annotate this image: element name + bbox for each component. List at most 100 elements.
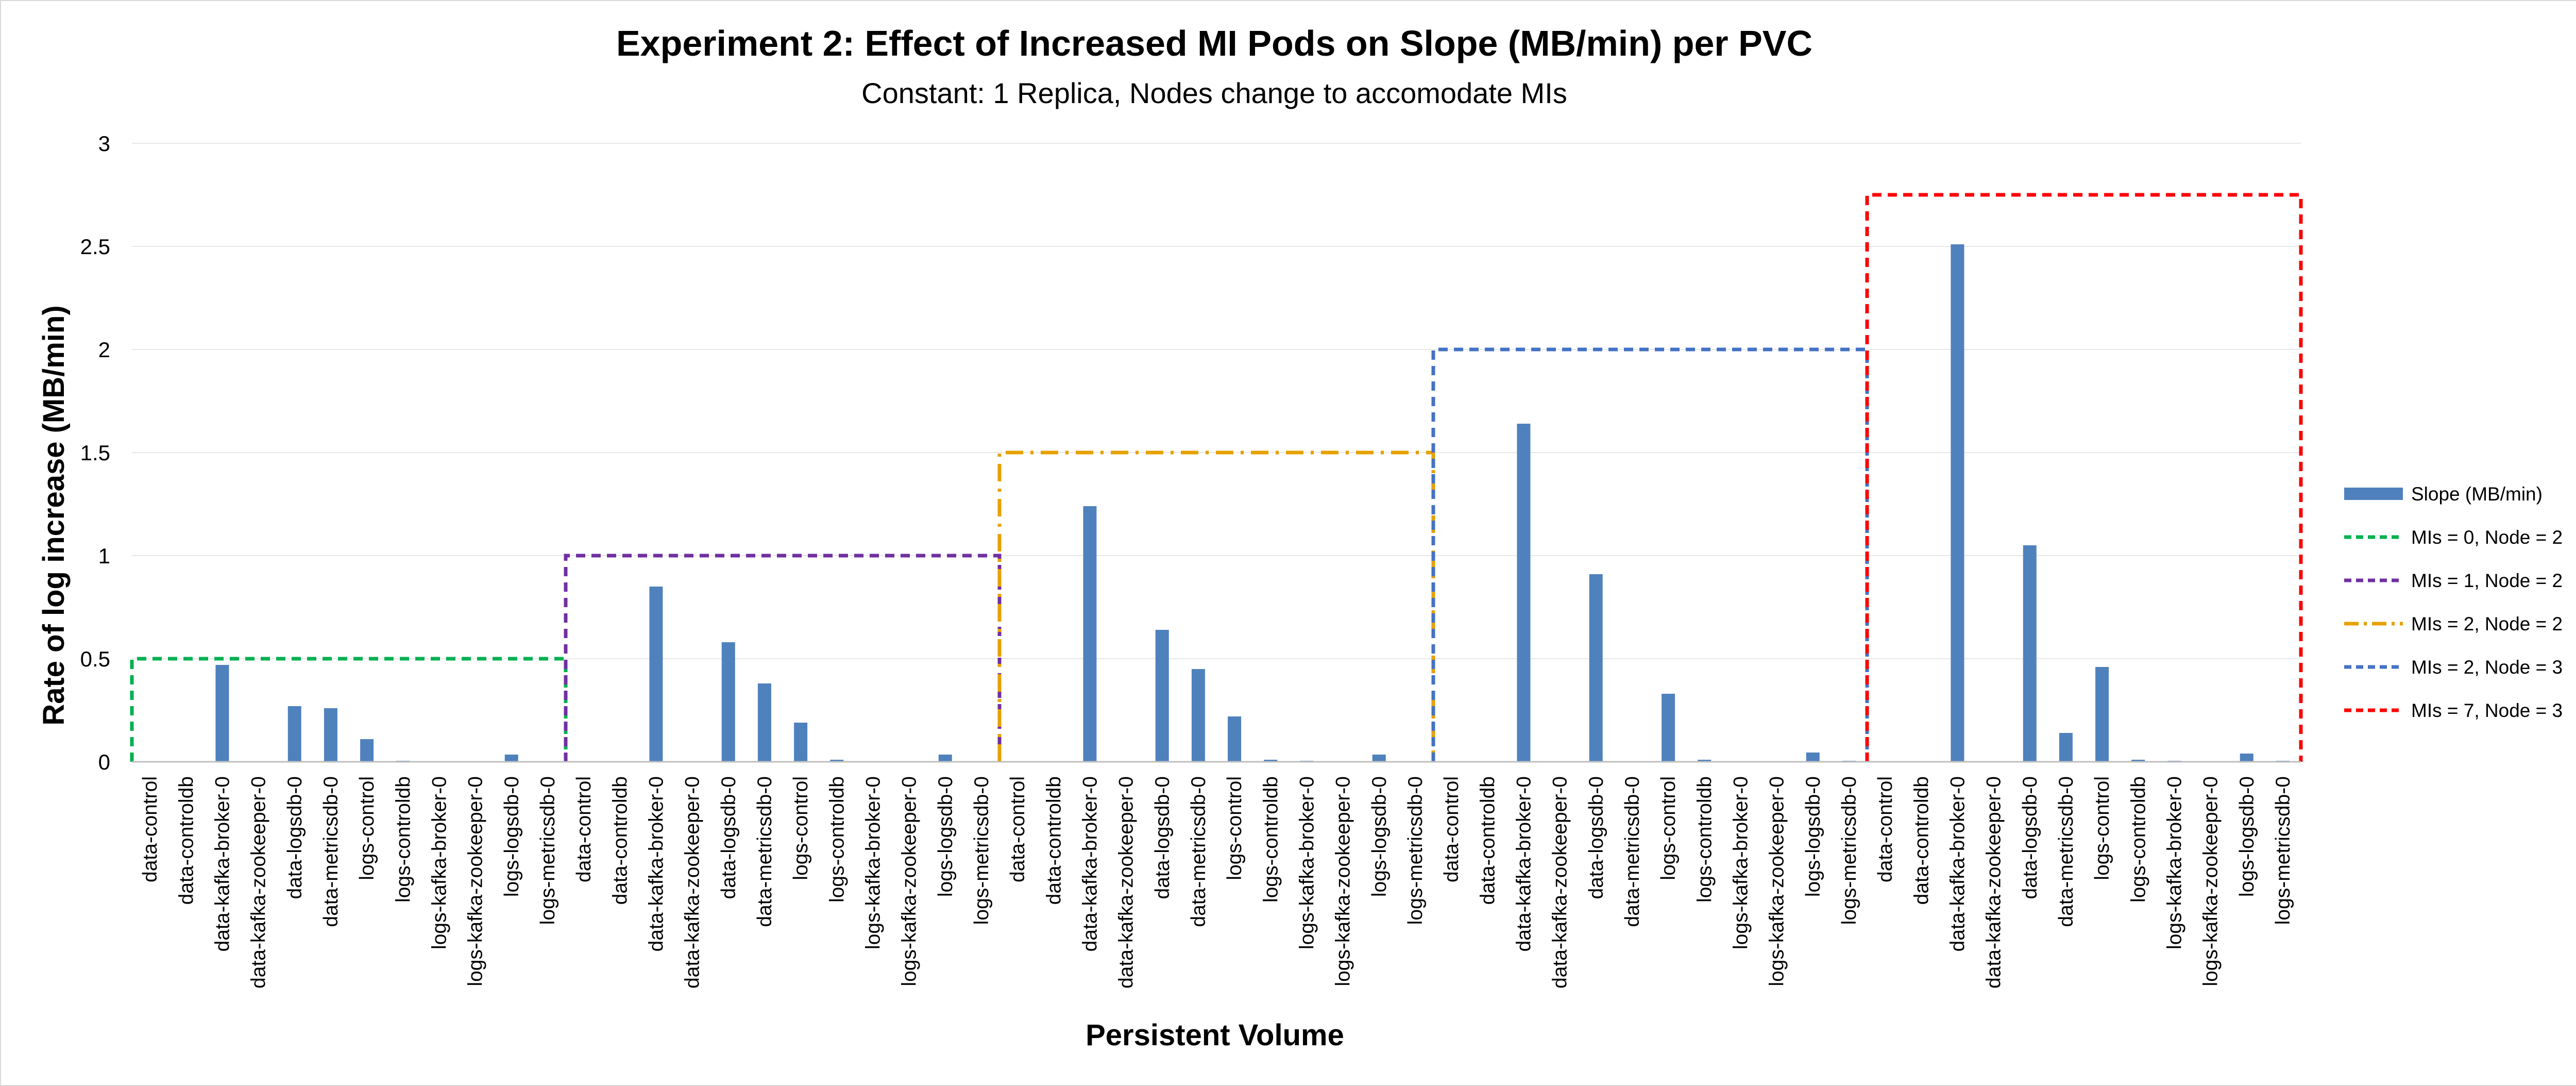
x-tick-label: logs-control (1657, 776, 1680, 880)
x-tick-label: logs-kafka-broker-0 (1296, 776, 1318, 949)
x-tick-label: data-control (139, 776, 161, 882)
bar (2240, 754, 2253, 762)
group-outline-3 (997, 450, 1435, 762)
group-outlines (130, 193, 2303, 762)
bar (649, 587, 663, 762)
x-tick-label: data-control (1007, 776, 1029, 882)
y-tick-label: 2 (98, 338, 110, 362)
x-tick-label: logs-kafka-zookeeper-0 (899, 776, 921, 987)
bar (2095, 667, 2109, 762)
bar (2059, 733, 2073, 762)
bar (287, 706, 301, 762)
bar (830, 760, 844, 762)
x-tick-label: data-metricsdb-0 (754, 776, 776, 927)
x-tick-label: logs-kafka-zookeeper-0 (2200, 776, 2222, 987)
x-tick-label: logs-metricsdb-0 (1404, 776, 1427, 925)
x-tick-label: data-metricsdb-0 (2055, 776, 2077, 927)
y-tick-label: 2.5 (80, 235, 110, 259)
x-tick-label: logs-metricsdb-0 (537, 776, 559, 925)
x-tick-label: data-control (1874, 776, 1896, 882)
bar (1517, 424, 1531, 762)
y-tick-label: 1 (98, 544, 110, 568)
y-tick-label: 0 (98, 750, 110, 774)
x-tick-label: data-controldb (1043, 776, 1065, 905)
x-tick-label: data-kafka-broker-0 (1946, 776, 1969, 951)
x-tick-label: logs-kafka-zookeeper-0 (1766, 776, 1788, 987)
bar (1806, 753, 1820, 762)
bar (1698, 760, 1711, 762)
bar (360, 739, 374, 762)
y-tick-label: 1.5 (80, 441, 110, 465)
bars (215, 244, 2290, 762)
group-outline-5 (1865, 193, 2303, 762)
bar (1083, 506, 1097, 762)
x-tick-label: data-kafka-broker-0 (211, 776, 233, 951)
x-tick-label: logs-kafka-broker-0 (1730, 776, 1752, 949)
x-tick-label: logs-controldb (392, 776, 414, 903)
x-tick-label: data-kafka-broker-0 (645, 776, 667, 951)
legend-swatch-slope (2344, 488, 2403, 500)
x-tick-label: logs-controldb (2127, 776, 2149, 903)
x-tick-label: data-kafka-broker-0 (1513, 776, 1535, 951)
x-tick-label: logs-control (790, 776, 812, 880)
x-tick-label: data-kafka-zookeeper-0 (1549, 776, 1571, 989)
x-tick-label: logs-kafka-broker-0 (428, 776, 450, 949)
x-tick-label: logs-kafka-zookeeper-0 (1332, 776, 1354, 987)
x-tick-label: data-kafka-broker-0 (1079, 776, 1101, 951)
legend-label-group-1: MIs = 0, Node = 2 (2411, 527, 2563, 548)
x-tick-label: data-logsdb-0 (284, 776, 306, 899)
x-tick-label: data-kafka-zookeeper-0 (1115, 776, 1138, 989)
bar (1228, 716, 1242, 762)
bar (938, 755, 952, 762)
x-tick-label: logs-logsdb-0 (1802, 776, 1824, 897)
x-tick-label: logs-metricsdb-0 (971, 776, 993, 925)
x-tick-label: data-controldb (175, 776, 197, 905)
bar (1951, 244, 1964, 762)
x-tick-label: data-logsdb-0 (1151, 776, 1174, 899)
bar (2131, 760, 2145, 762)
x-tick-label: data-controldb (1477, 776, 1499, 905)
x-tick-label: logs-logsdb-0 (1368, 776, 1391, 897)
x-tick-label: logs-kafka-broker-0 (2163, 776, 2185, 949)
x-axis-ticks: data-control data-controldb data-kafka-bro… (139, 776, 2294, 989)
legend-label-group-5: MIs = 7, Node = 3 (2411, 700, 2563, 721)
legend-label-group-4: MIs = 2, Node = 3 (2411, 657, 2563, 678)
y-axis-title: Rate of log increase (MB/min) (37, 305, 71, 725)
bar (757, 683, 771, 762)
x-tick-label: data-control (1440, 776, 1463, 882)
x-tick-label: data-metricsdb-0 (1188, 776, 1210, 927)
bar (1191, 669, 1205, 762)
x-tick-label: data-logsdb-0 (718, 776, 740, 899)
bar (324, 708, 337, 762)
x-tick-label: logs-control (2091, 776, 2113, 880)
x-tick-label: logs-kafka-zookeeper-0 (465, 776, 487, 987)
x-tick-label: logs-controldb (826, 776, 848, 903)
x-tick-label: data-metricsdb-0 (320, 776, 342, 927)
x-tick-label: data-controldb (1910, 776, 1933, 905)
x-tick-label: data-metricsdb-0 (1621, 776, 1643, 927)
x-tick-label: logs-metricsdb-0 (1838, 776, 1860, 925)
x-tick-label: logs-controldb (1693, 776, 1716, 903)
x-tick-label: data-kafka-zookeeper-0 (248, 776, 270, 989)
legend-label-group-3: MIs = 2, Node = 2 (2411, 613, 2563, 634)
x-tick-label: logs-logsdb-0 (501, 776, 523, 897)
legend-label-slope: Slope (MB/min) (2411, 483, 2543, 505)
bar (504, 755, 518, 762)
bar (2023, 545, 2037, 762)
bar (1662, 694, 1675, 762)
chart-subtitle: Constant: 1 Replica, Nodes change to acc… (861, 77, 1567, 109)
legend: Slope (MB/min) MIs = 0, Node = 2 MIs = 1, … (2344, 483, 2563, 721)
x-tick-label: logs-logsdb-0 (935, 776, 957, 897)
x-tick-label: logs-logsdb-0 (2236, 776, 2258, 897)
x-tick-label: data-kafka-zookeeper-0 (682, 776, 704, 989)
bar (721, 642, 735, 762)
bar (1264, 760, 1278, 762)
chart-title: Experiment 2: Effect of Increased MI Pod… (616, 23, 1812, 63)
bar (794, 723, 808, 762)
y-tick-label: 3 (98, 131, 110, 156)
x-tick-label: logs-control (356, 776, 378, 880)
legend-label-group-2: MIs = 1, Node = 2 (2411, 570, 2563, 591)
